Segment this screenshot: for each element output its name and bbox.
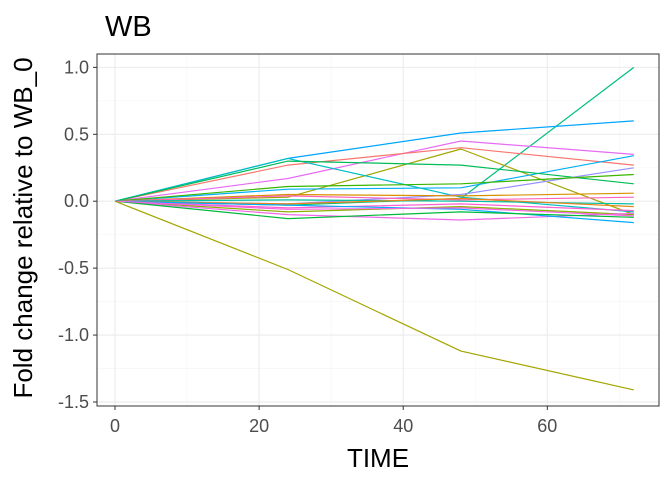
y-axis-title: Fold change relative to WB_0	[8, 57, 38, 398]
series-line-15	[114, 200, 634, 212]
x-axis: 0 20 40 60	[110, 406, 557, 436]
series-line-6	[114, 155, 634, 202]
y-tick-label: 1.0	[64, 57, 89, 77]
grid-lines	[97, 54, 659, 406]
plot-panel-border	[96, 53, 660, 407]
y-tick-label: -0.5	[58, 258, 89, 278]
y-tick-label: 0.5	[64, 124, 89, 144]
series-line-21	[114, 200, 634, 391]
y-axis: 1.0 0.5 0.0 -0.5 -1.0 -1.5	[58, 57, 97, 412]
series-line-16	[114, 200, 634, 216]
x-tick-label: 40	[393, 416, 413, 436]
series-line-11	[114, 192, 634, 202]
series-line-17	[114, 200, 634, 221]
series-line-18	[114, 200, 634, 224]
series-line-7	[114, 157, 634, 213]
y-tick-label: -1.5	[58, 392, 89, 412]
series-layer	[114, 66, 635, 391]
series-line-5	[114, 148, 635, 216]
series-line-8	[114, 160, 634, 202]
chart-title: WB	[105, 11, 152, 43]
series-line-12	[114, 195, 634, 202]
series-line-19	[114, 200, 634, 220]
series-line-3	[114, 140, 634, 202]
y-tick-label: 0.0	[64, 191, 89, 211]
series-line-20	[114, 200, 634, 217]
x-tick-label: 0	[110, 416, 120, 436]
plot-panel	[97, 54, 659, 406]
series-line-4	[114, 147, 634, 202]
x-tick-label: 60	[537, 416, 557, 436]
x-axis-title: TIME	[347, 443, 409, 473]
y-tick-label: -1.0	[58, 325, 89, 345]
series-line-10	[114, 173, 634, 202]
x-tick-label: 20	[249, 416, 269, 436]
series-line-14	[114, 197, 634, 208]
